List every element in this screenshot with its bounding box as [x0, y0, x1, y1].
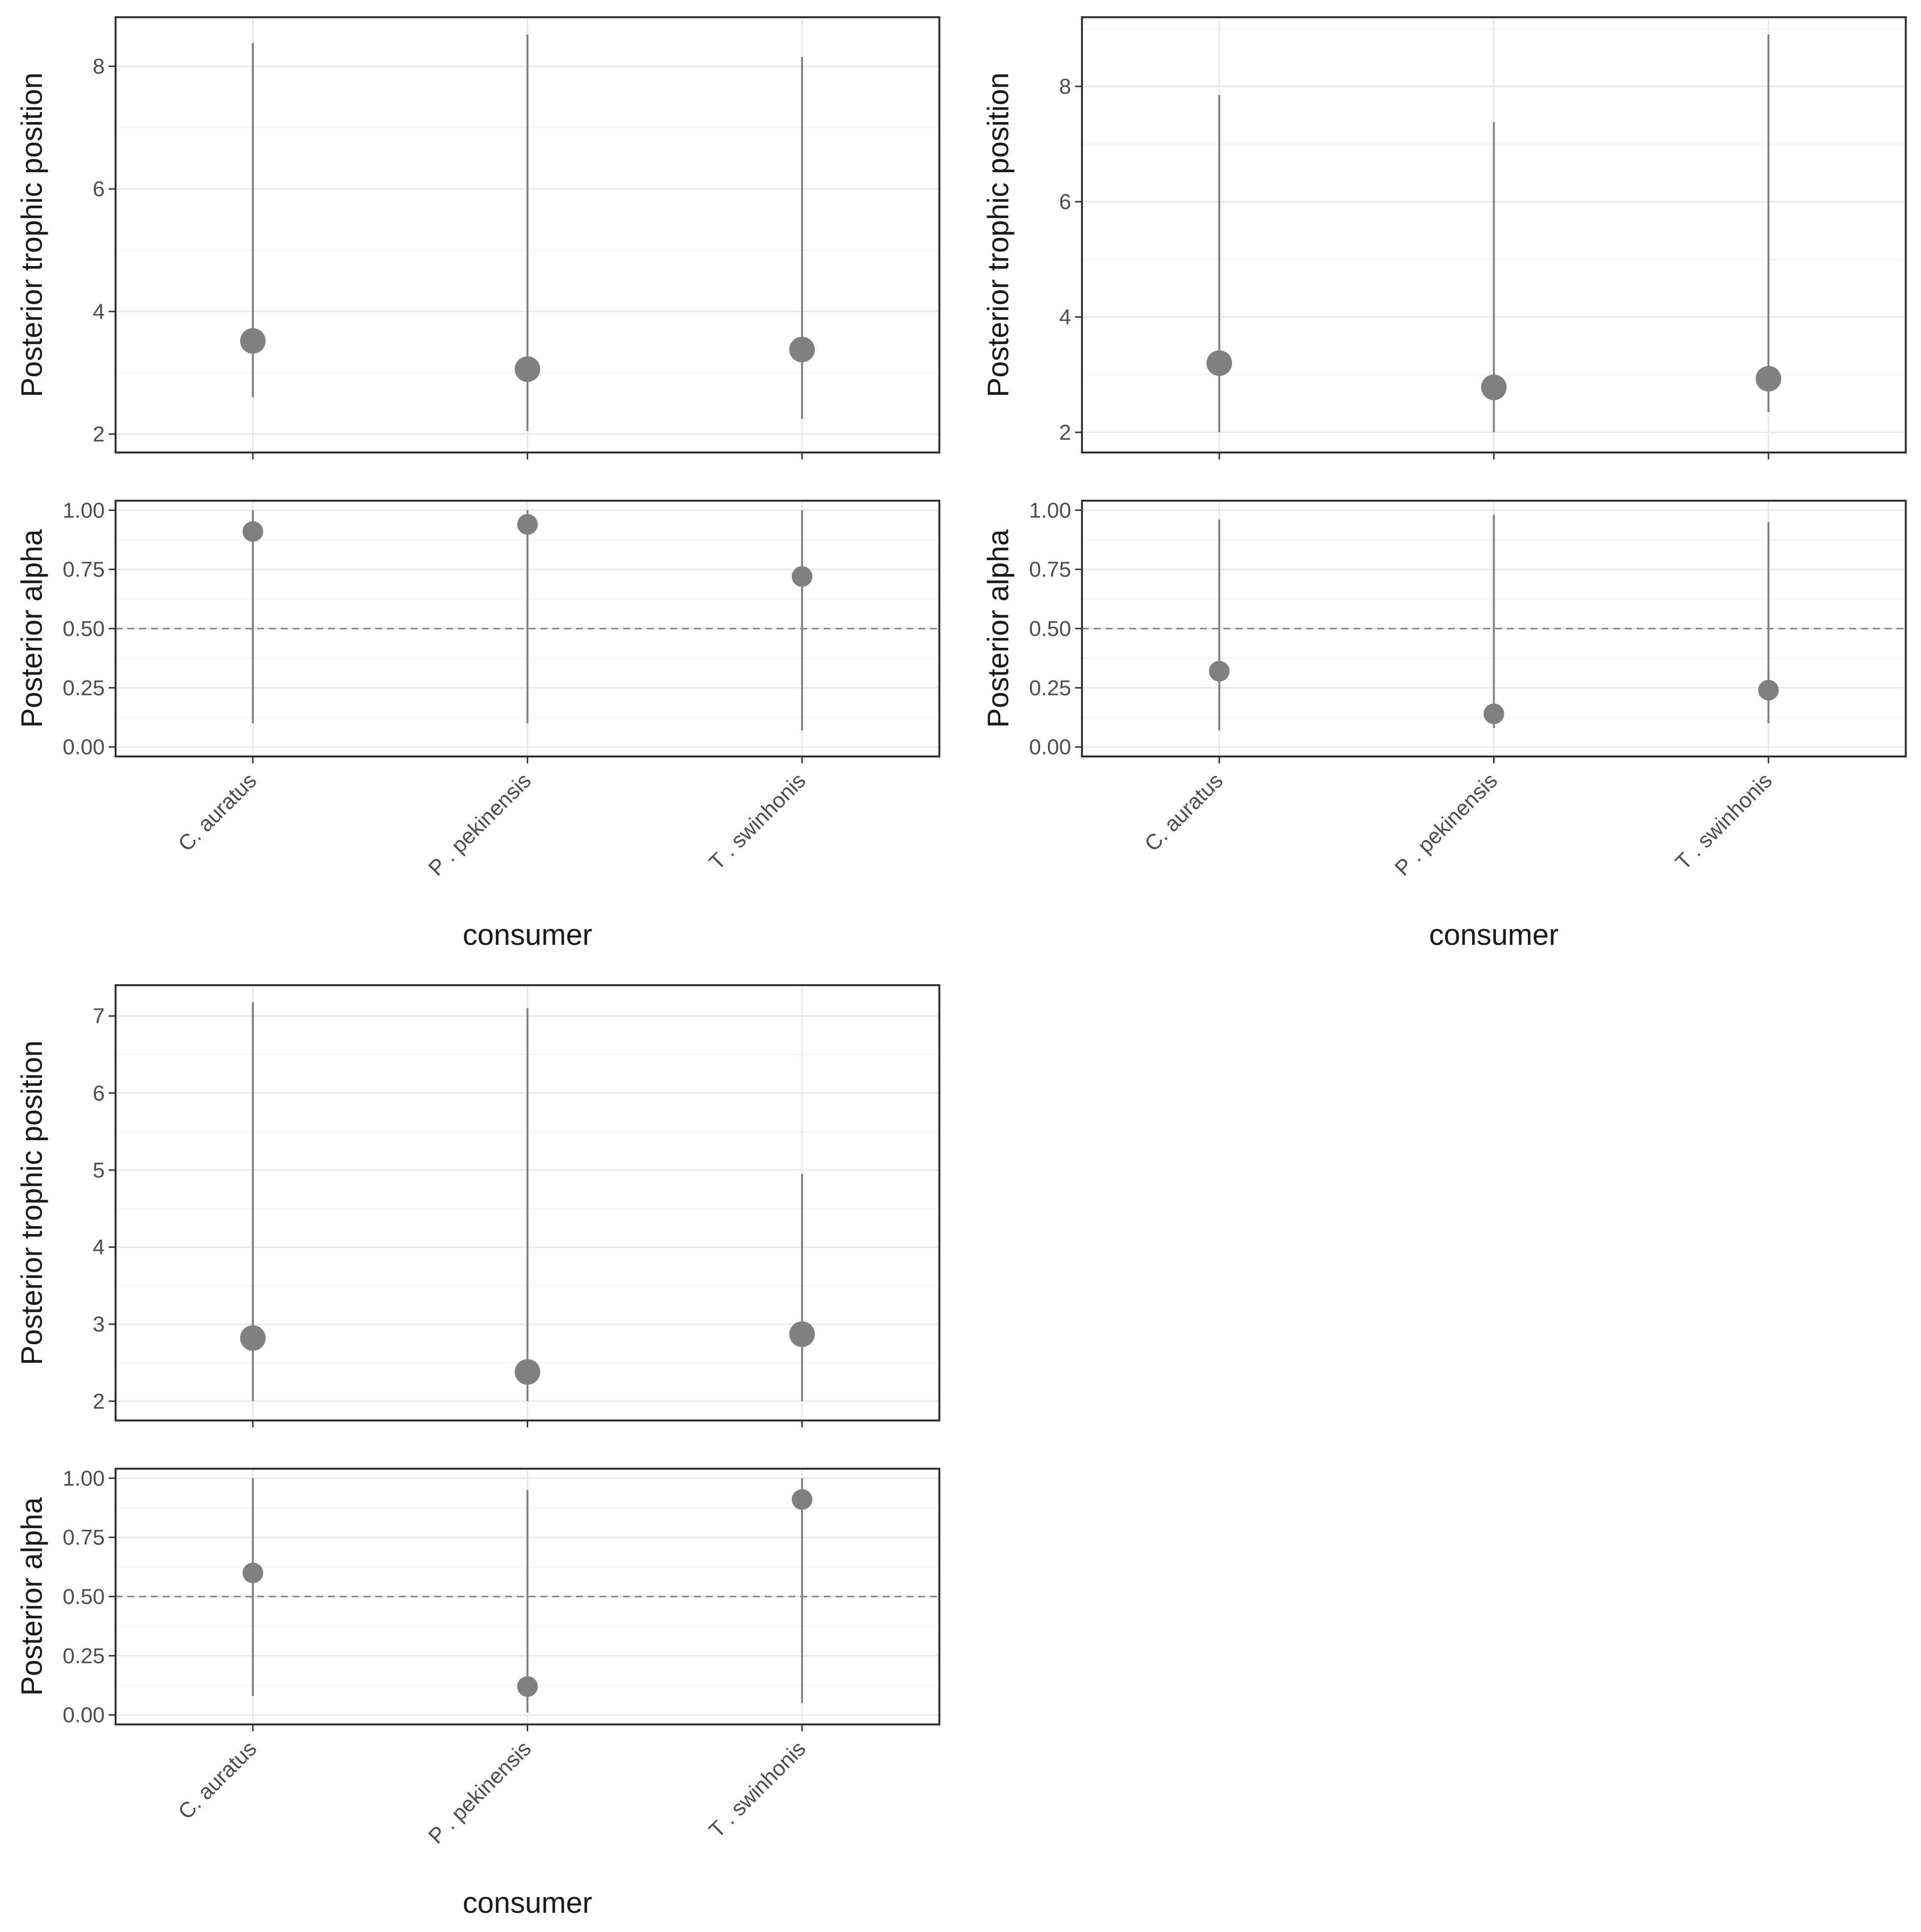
y-axis-title: Posterior trophic position [15, 1040, 48, 1365]
x-tick-label: T . swinhonis [704, 1736, 810, 1842]
y-tick-label: 5 [93, 1158, 105, 1182]
y-tick-label: 2 [93, 1389, 105, 1414]
y-tick-label: 6 [1059, 190, 1071, 214]
y-axis-title: Posterior trophic position [982, 72, 1015, 397]
y-tick-label: 0.75 [62, 1526, 105, 1550]
y-tick-label: 0.25 [62, 676, 105, 700]
y-axis-title: Posterior trophic position [15, 72, 48, 397]
y-tick-label: 4 [93, 300, 105, 324]
x-tick-label: C. auratus [174, 768, 261, 856]
median-point-2 [791, 1489, 812, 1510]
median-point-2 [791, 566, 812, 587]
y-tick-label: 6 [93, 1081, 105, 1105]
median-point-0 [242, 521, 264, 542]
median-point-1 [517, 514, 538, 535]
y-tick-label: 0.25 [1029, 676, 1071, 700]
x-tick-label: T . swinhonis [704, 768, 810, 875]
y-tick-label: 8 [1059, 75, 1071, 99]
y-tick-label: 4 [93, 1236, 105, 1260]
y-tick-label: 0.25 [62, 1644, 105, 1668]
panel-trophic_position-bottom-left: 2 3 4 5 6 7 Posterior trophic position [15, 984, 940, 1427]
median-point-2 [789, 336, 815, 362]
y-tick-label: 1.00 [62, 498, 105, 522]
y-tick-label: 1.00 [1029, 498, 1071, 522]
y-tick-label: 7 [93, 1004, 105, 1028]
median-point-2 [789, 1321, 815, 1347]
x-tick-label: C. auratus [1140, 768, 1228, 856]
median-point-0 [242, 1562, 264, 1583]
panel-alpha-top-right: 0.00 0.25 0.50 0.75 1.00 Posterior alpha C. au… [982, 498, 1907, 951]
median-point-1 [1483, 703, 1504, 724]
y-tick-label: 0.00 [1029, 735, 1071, 759]
median-point-1 [1481, 374, 1507, 400]
y-tick-label: 2 [1059, 421, 1071, 445]
median-point-0 [240, 328, 266, 354]
x-axis-title: consumer [1429, 918, 1559, 951]
x-tick-label: P . pekinensis [424, 768, 536, 880]
panel-alpha-top-left: 0.00 0.25 0.50 0.75 1.00 Posterior alpha C. au… [15, 498, 940, 951]
y-tick-label: 0.50 [62, 1585, 105, 1609]
panel-trophic_position-top-right: 2 4 6 8 Posterior trophic position [982, 16, 1907, 459]
y-tick-label: 1.00 [62, 1466, 105, 1490]
panel-alpha-bottom-left: 0.00 0.25 0.50 0.75 1.00 Posterior alpha C. au… [15, 1466, 940, 1919]
y-tick-label: 6 [93, 177, 105, 201]
y-axis-title: Posterior alpha [982, 529, 1015, 728]
y-tick-label: 4 [1059, 305, 1071, 330]
y-tick-label: 0.00 [62, 1703, 105, 1727]
y-tick-label: 0.75 [1029, 558, 1071, 582]
y-tick-label: 0.00 [62, 735, 105, 759]
median-point-0 [1206, 350, 1232, 376]
y-tick-label: 0.75 [62, 558, 105, 582]
x-tick-label: P . pekinensis [1390, 768, 1502, 880]
median-point-2 [1758, 680, 1779, 701]
y-tick-label: 2 [93, 423, 105, 447]
y-axis-title: Posterior alpha [15, 1497, 48, 1696]
x-tick-label: T . swinhonis [1671, 768, 1777, 875]
y-tick-label: 0.50 [1029, 617, 1071, 641]
median-point-0 [240, 1325, 266, 1351]
y-tick-label: 3 [93, 1312, 105, 1336]
y-tick-label: 0.50 [62, 617, 105, 641]
median-point-0 [1209, 661, 1230, 682]
median-point-1 [514, 1359, 540, 1385]
median-point-1 [514, 356, 540, 382]
median-point-1 [517, 1676, 538, 1697]
median-point-2 [1755, 365, 1781, 392]
y-tick-label: 8 [93, 55, 105, 79]
panel-trophic_position-top-left: 2 4 6 8 Posterior trophic position [15, 16, 940, 459]
x-tick-label: C. auratus [174, 1736, 261, 1824]
x-tick-label: P . pekinensis [424, 1736, 536, 1848]
x-axis-title: consumer [463, 918, 592, 951]
y-axis-title: Posterior alpha [15, 529, 48, 728]
x-axis-title: consumer [463, 1886, 592, 1919]
